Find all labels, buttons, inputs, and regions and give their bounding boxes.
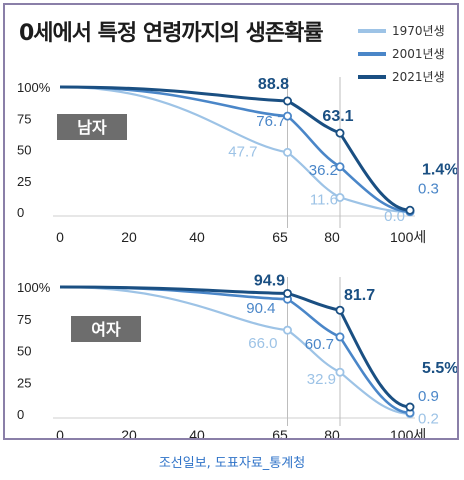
y-tick-label: 100% [17,280,51,295]
panel-label-box [71,316,141,342]
x-tick-label: 40 [189,427,205,438]
panel-label: 여자 [91,321,121,339]
data-label: 63.1 [322,108,353,125]
legend-label-1970: 1970년생 [392,24,445,38]
data-point [282,325,292,335]
x-tick-label: 20 [121,427,137,438]
series-line-2001년생 [59,285,411,415]
data-label: 47.7 [228,143,257,160]
chart-frame: 0세에서 특정 연령까지의 생존확률 1970년생 2001년생 2021년생 … [3,3,459,440]
data-label: 0.2 [418,411,439,428]
series-line-1970년생 [59,285,411,415]
data-point [282,147,292,157]
x-tick-label: 65 [272,229,288,245]
data-point [335,162,345,172]
x-tick-label: 20 [121,229,137,245]
x-tick-label: 100세 [390,229,426,245]
data-point [335,367,345,377]
data-label: 0.0 [384,208,405,225]
data-point [335,128,345,138]
data-point [335,332,345,342]
y-tick-label: 75 [17,111,31,126]
data-point [405,402,415,412]
chart-title: 0세에서 특정 연령까지의 생존확률 [19,21,324,46]
x-tick-label: 100세 [390,427,426,438]
panel-label-box [57,114,127,140]
x-tick-label: 0 [56,229,64,245]
legend: 1970년생 2001년생 2021년생 [358,19,445,88]
legend-item-2021: 2021년생 [358,65,445,88]
y-tick-label: 25 [17,174,31,189]
x-tick-label: 65 [272,427,288,438]
data-label: 11.6 [310,192,338,209]
legend-item-1970: 1970년생 [358,19,445,42]
y-tick-label: 50 [17,143,31,158]
data-label: 88.8 [258,76,289,93]
x-tick-label: 0 [56,427,64,438]
data-label: 0.3 [418,181,439,198]
chart-svg: 100% 75 50 25 0 0 20 40 65 80 100세 남자 47.7 11.6 0.0 76.… [17,76,457,438]
data-label: 90.4 [246,300,275,317]
panel-label: 남자 [77,119,107,137]
data-label: 60.7 [305,336,334,353]
series-line-2021년생 [59,85,411,212]
data-point [405,205,415,215]
data-point [282,111,292,121]
data-label: 36.2 [309,162,338,179]
data-label: 5.5% [422,360,457,377]
series-line-2021년생 [59,285,411,409]
y-tick-label: 0 [17,407,24,422]
data-label: 1.4% [422,161,457,178]
data-point [335,305,345,315]
legend-item-2001: 2001년생 [358,42,445,65]
legend-label-2021: 2021년생 [392,70,445,84]
data-label: 76.7 [256,113,285,130]
y-tick-label: 25 [17,375,31,390]
y-tick-label: 0 [17,205,24,220]
data-label: 32.9 [307,371,336,388]
legend-swatch-1970 [358,28,386,33]
data-label: 94.9 [254,272,285,289]
legend-swatch-2021 [358,74,386,79]
data-label: 81.7 [344,287,375,304]
x-tick-label: 80 [324,229,340,245]
x-tick-label: 40 [189,229,205,245]
y-tick-label: 100% [17,80,51,95]
y-tick-label: 75 [17,312,31,327]
source-note: 조선일보, 도표자료_통계청 [158,456,306,471]
data-point [282,288,292,298]
data-point [282,96,292,106]
series-line-2001년생 [59,85,411,213]
y-tick-label: 50 [17,344,31,359]
data-label: 0.9 [418,388,439,405]
x-tick-label: 80 [324,427,340,438]
legend-swatch-2001 [358,51,386,56]
legend-label-2001: 2001년생 [392,47,445,61]
series-line-1970년생 [59,85,411,214]
data-point [335,192,345,202]
panel-male: 100% 75 50 25 0 0 20 40 65 80 100세 남자 47.7 11.6 0.0 76.… [17,76,457,245]
data-label: 66.0 [248,335,277,352]
panel-female: 100% 75 50 25 0 0 20 40 65 80 100세 여자 66.0 32.9 0.2 90.… [17,272,457,438]
